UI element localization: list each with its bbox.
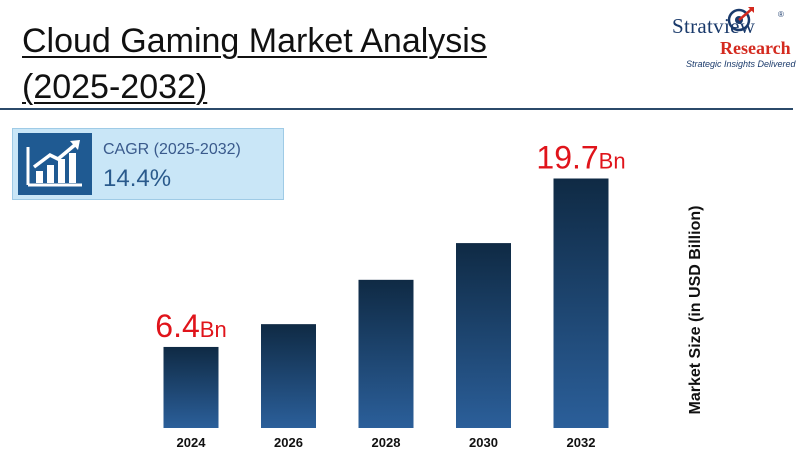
data-label: 19.7Bn bbox=[536, 140, 625, 176]
cagr-label: CAGR (2025-2032) bbox=[103, 141, 241, 158]
x-tick-label: 2026 bbox=[274, 435, 303, 450]
y-axis-label: Market Size (in USD Billion) bbox=[687, 205, 704, 415]
header-divider bbox=[0, 108, 793, 110]
logo-tagline: Strategic Insights Delivered bbox=[686, 59, 796, 69]
bar-2028 bbox=[358, 279, 414, 428]
bar-2032 bbox=[553, 178, 609, 428]
data-label: 6.4Bn bbox=[155, 308, 226, 344]
cagr-panel: CAGR (2025-2032) 14.4% bbox=[12, 128, 284, 200]
cagr-value: 14.4% bbox=[103, 165, 172, 192]
title-line-2: (2025-2032) bbox=[22, 68, 208, 106]
x-tick-label: 2030 bbox=[469, 435, 498, 450]
logo-subtitle: Research bbox=[720, 38, 791, 58]
x-tick-label: 2024 bbox=[177, 435, 207, 450]
company-logo: Stratview ® Research Strategic Insights … bbox=[632, 4, 796, 74]
logo-name: Stratview bbox=[672, 14, 756, 38]
x-tick-label: 2028 bbox=[372, 435, 401, 450]
logo-globe-icon bbox=[727, 7, 754, 32]
bar-2030 bbox=[456, 243, 511, 428]
growth-chart-icon bbox=[18, 133, 92, 195]
bar-2024 bbox=[163, 346, 219, 428]
bar-2026 bbox=[261, 324, 316, 428]
x-tick-label: 2032 bbox=[567, 435, 596, 450]
title-line-1: Cloud Gaming Market Analysis bbox=[22, 22, 487, 60]
logo-registered-mark: ® bbox=[778, 10, 784, 19]
page-title: Cloud Gaming Market Analysis (2025-2032) bbox=[22, 18, 487, 110]
